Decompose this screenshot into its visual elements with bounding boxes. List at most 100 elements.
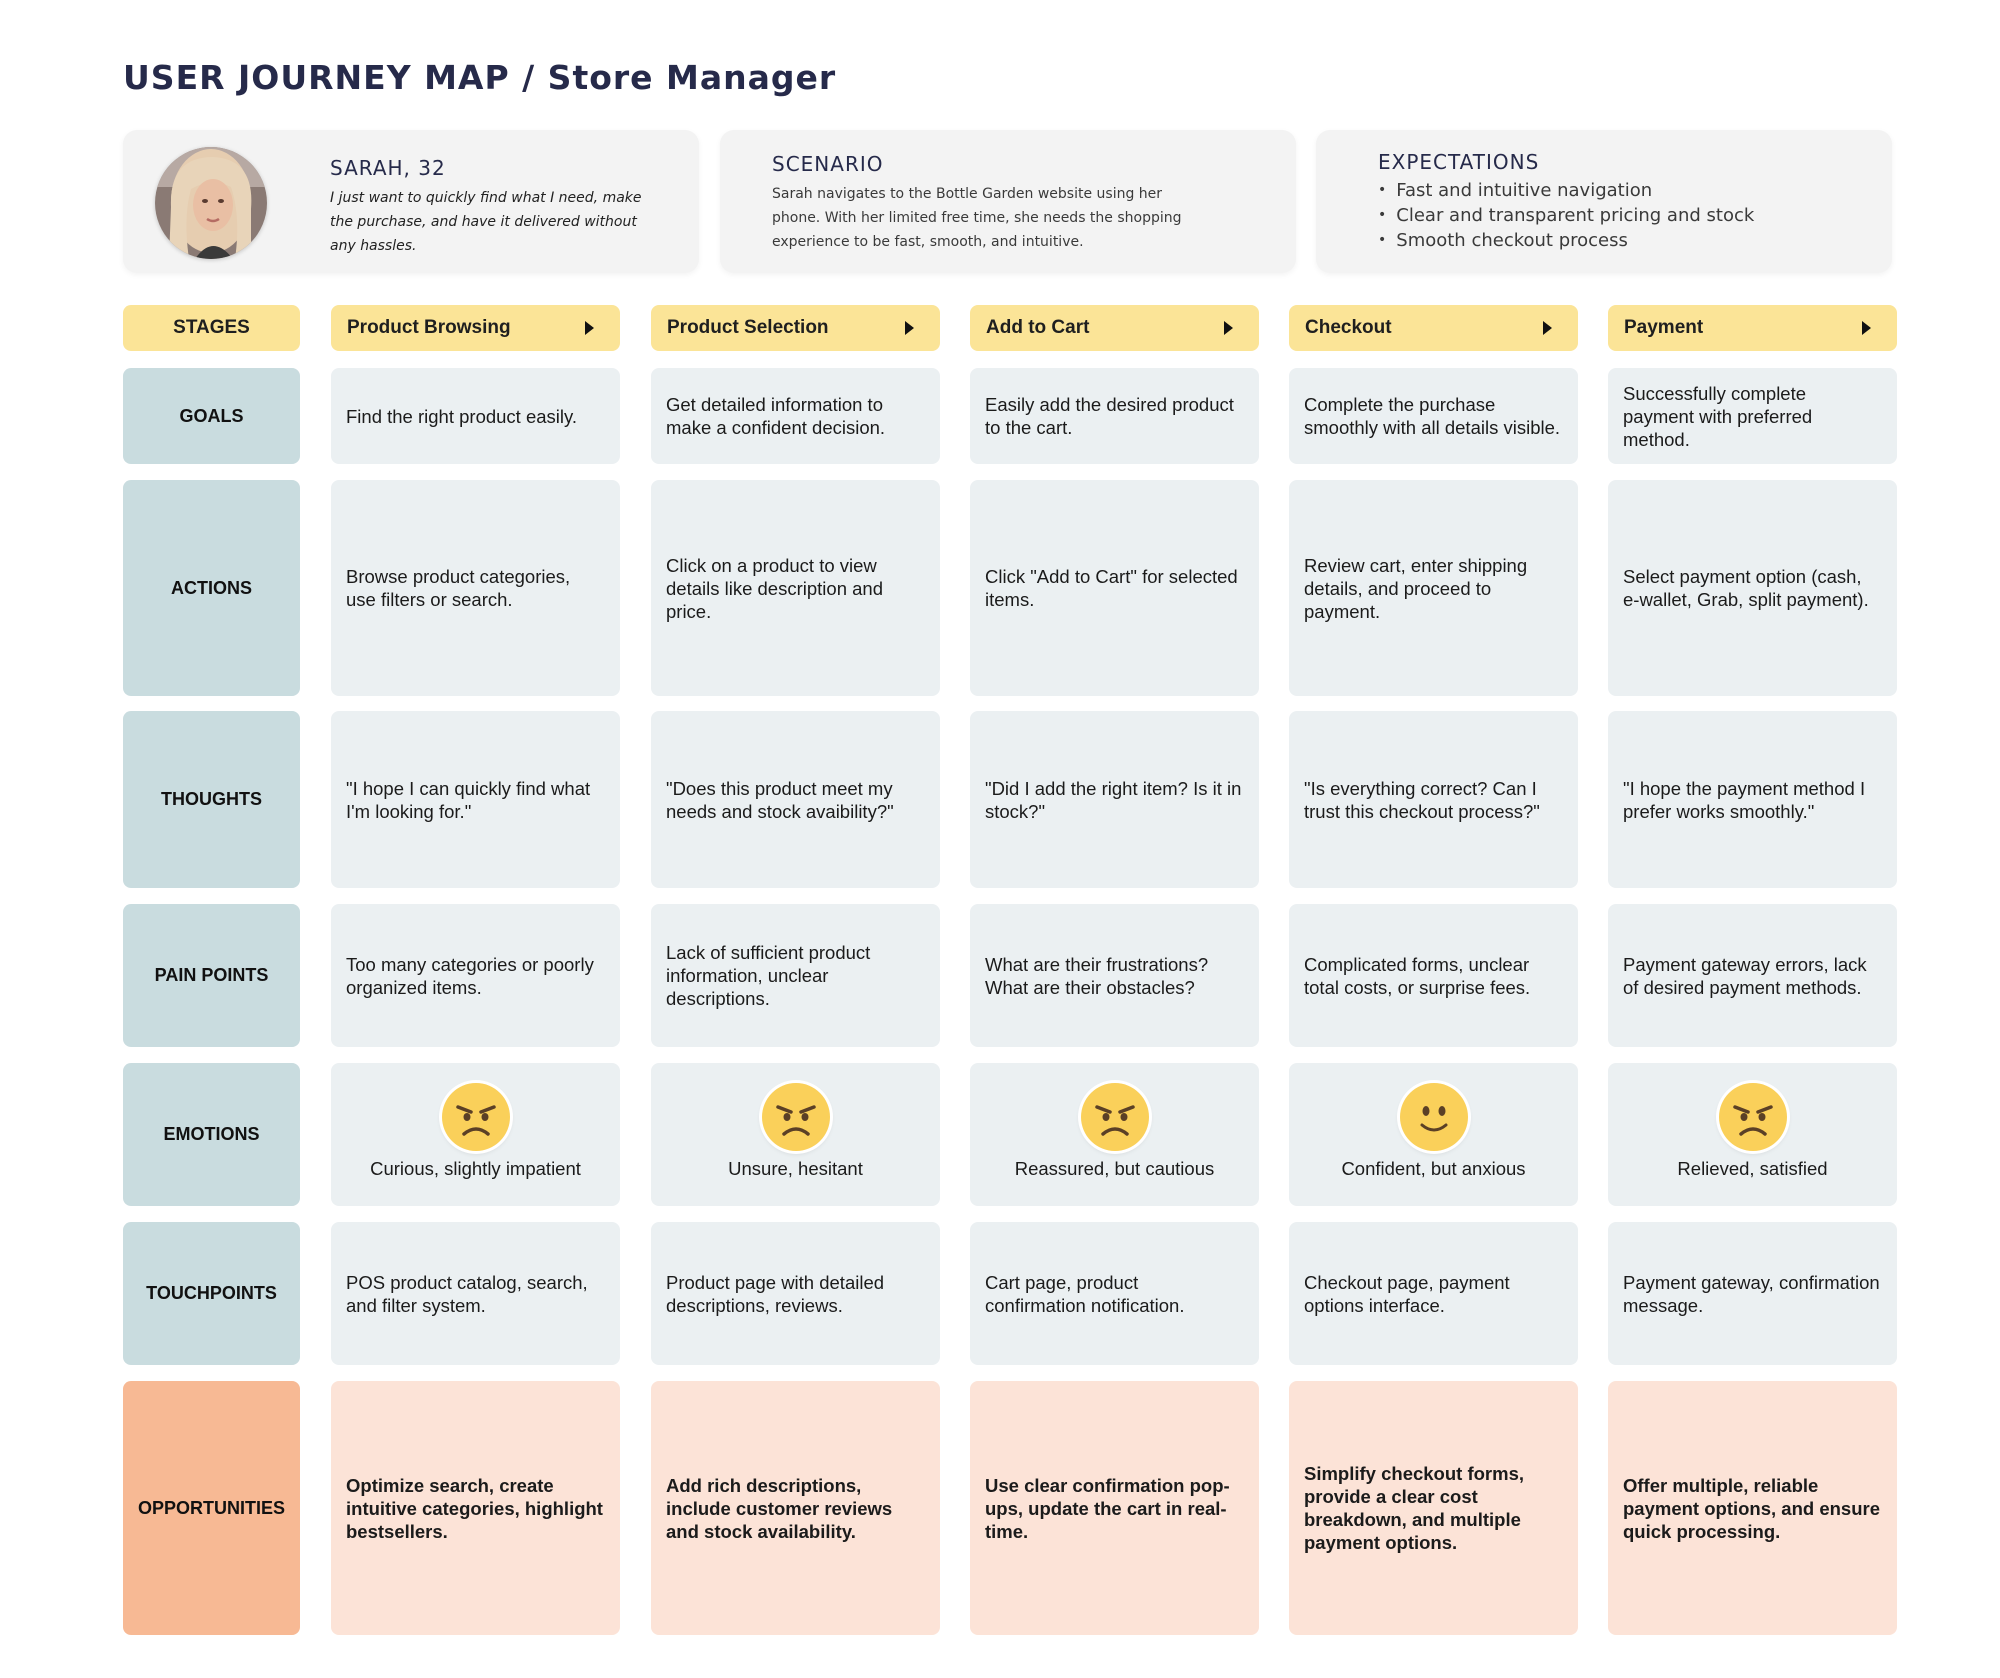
stage-label: Add to Cart — [986, 317, 1090, 338]
opportunities-cell: Optimize search, create intuitive catego… — [331, 1381, 620, 1635]
goals-cell: Get detailed information to make a confi… — [651, 368, 940, 464]
actions-cell: Select payment option (cash, e-wallet, G… — [1608, 480, 1897, 696]
actions-cell: Review cart, enter shipping details, and… — [1289, 480, 1578, 696]
touchpoints-cell: Checkout page, payment options interface… — [1289, 1222, 1578, 1365]
stages-label: STAGES — [123, 305, 300, 351]
opportunities-cell: Simplify checkout forms, provide a clear… — [1289, 1381, 1578, 1635]
thoughts-cell: "Did I add the right item? Is it in stoc… — [970, 711, 1259, 888]
row-label-opportunities: OPPORTUNITIES — [123, 1381, 300, 1635]
play-arrow-icon[interactable] — [1224, 321, 1233, 335]
pain-points-cell: Payment gateway errors, lack of desired … — [1608, 904, 1897, 1047]
emotion-cell: Confident, but anxious — [1289, 1063, 1578, 1206]
touchpoints-text: POS product catalog, search, and filter … — [346, 1271, 588, 1316]
row-label-goals: GOALS — [123, 368, 300, 464]
actions-cell: Click on a product to view details like … — [651, 480, 940, 696]
touchpoints-text: Product page with detailed descriptions,… — [666, 1271, 885, 1316]
stage-label: Payment — [1624, 317, 1704, 338]
slightly-smiling-face-icon — [1399, 1083, 1468, 1151]
emotion-label: Unsure, hesitant — [728, 1158, 863, 1179]
pain-points-text: Complicated forms, unclear total costs, … — [1304, 953, 1531, 998]
thoughts-cell: "Is everything correct? Can I trust this… — [1289, 711, 1578, 888]
stage-label: Product Browsing — [347, 317, 511, 338]
touchpoints-text: Cart page, product confirmation notifica… — [985, 1271, 1185, 1316]
goals-cell: Easily add the desired product to the ca… — [970, 368, 1259, 464]
actions-text: Browse product categories, use filters o… — [346, 566, 571, 610]
expectations-card: EXPECTATIONS Fast and intuitive navigati… — [1316, 130, 1892, 273]
stage-add-to-cart[interactable]: Add to Cart — [970, 305, 1259, 351]
scenario-card: SCENARIO Sarah navigates to the Bottle G… — [720, 130, 1296, 273]
goals-cell: Complete the purchase smoothly with all … — [1289, 368, 1578, 464]
opportunities-cell: Use clear confirmation pop-ups, update t… — [970, 1381, 1259, 1635]
touchpoints-cell: Product page with detailed descriptions,… — [651, 1222, 940, 1365]
angry-face-icon — [441, 1083, 510, 1151]
pain-points-cell: Too many categories or poorly organized … — [331, 904, 620, 1047]
emotion-cell: Unsure, hesitant — [651, 1063, 940, 1206]
thoughts-text: "Does this product meet my needs and sto… — [666, 777, 894, 822]
play-arrow-icon[interactable] — [1862, 321, 1871, 335]
stage-payment[interactable]: Payment — [1608, 305, 1897, 351]
emotion-label: Confident, but anxious — [1341, 1158, 1526, 1179]
pain-points-text: Lack of sufficient product information, … — [666, 942, 871, 1009]
avatar — [155, 147, 267, 259]
pain-points-text: Too many categories or poorly organized … — [346, 953, 594, 998]
emotion-cell: Curious, slightly impatient — [331, 1063, 620, 1206]
pain-points-cell: Complicated forms, unclear total costs, … — [1289, 904, 1578, 1047]
pain-points-text: What are their frustrations? What are th… — [985, 953, 1209, 998]
play-arrow-icon[interactable] — [585, 321, 594, 335]
thoughts-text: "I hope the payment method I prefer work… — [1623, 777, 1866, 822]
expectations-heading: EXPECTATIONS — [1378, 150, 1540, 174]
opportunities-text: Add rich descriptions, include customer … — [666, 1474, 893, 1542]
stage-product-selection[interactable]: Product Selection — [651, 305, 940, 351]
goals-text: Successfully complete payment with prefe… — [1623, 382, 1813, 450]
row-label-touchpoints: TOUCHPOINTS — [123, 1222, 300, 1365]
stage-checkout[interactable]: Checkout — [1289, 305, 1578, 351]
scenario-text: Sarah navigates to the Bottle Garden web… — [772, 186, 1182, 250]
opportunities-cell: Add rich descriptions, include customer … — [651, 1381, 940, 1635]
opportunities-text: Optimize search, create intuitive catego… — [346, 1474, 603, 1542]
touchpoints-text: Checkout page, payment options interface… — [1304, 1271, 1510, 1316]
touchpoints-text: Payment gateway, confirmation message. — [1623, 1271, 1880, 1316]
page-title: USER JOURNEY MAP / Store Manager — [123, 58, 837, 97]
expectations-list: Fast and intuitive navigation Clear and … — [1378, 178, 1754, 253]
angry-face-icon — [1718, 1083, 1787, 1151]
touchpoints-cell: POS product catalog, search, and filter … — [331, 1222, 620, 1365]
angry-face-icon — [761, 1083, 830, 1151]
scenario-heading: SCENARIO — [772, 152, 884, 176]
persona-name: SARAH, 32 — [330, 156, 446, 180]
thoughts-cell: "I hope the payment method I prefer work… — [1608, 711, 1897, 888]
emotion-label: Reassured, but cautious — [1014, 1158, 1215, 1179]
actions-cell: Click "Add to Cart" for selected items. — [970, 480, 1259, 696]
stage-label: Product Selection — [667, 317, 829, 338]
emotion-label: Curious, slightly impatient — [370, 1158, 581, 1179]
row-label-thoughts: THOUGHTS — [123, 711, 300, 888]
thoughts-cell: "Does this product meet my needs and sto… — [651, 711, 940, 888]
expectation-item: Smooth checkout process — [1378, 228, 1754, 253]
opportunities-text: Offer multiple, reliable payment options… — [1623, 1474, 1880, 1542]
emotion-cell: Reassured, but cautious — [970, 1063, 1259, 1206]
actions-text: Select payment option (cash, e-wallet, G… — [1623, 566, 1869, 610]
goals-cell: Successfully complete payment with prefe… — [1608, 368, 1897, 464]
emotion-cell: Relieved, satisfied — [1608, 1063, 1897, 1206]
thoughts-text: "Did I add the right item? Is it in stoc… — [985, 777, 1242, 822]
actions-text: Click on a product to view details like … — [666, 554, 883, 622]
play-arrow-icon[interactable] — [905, 321, 914, 335]
goals-cell: Find the right product easily. — [331, 368, 620, 464]
actions-text: Click "Add to Cart" for selected items. — [985, 566, 1238, 610]
thoughts-cell: "I hope I can quickly find what I'm look… — [331, 711, 620, 888]
play-arrow-icon[interactable] — [1543, 321, 1552, 335]
stage-product-browsing[interactable]: Product Browsing — [331, 305, 620, 351]
goals-text: Easily add the desired product to the ca… — [985, 394, 1234, 438]
emotion-label: Relieved, satisfied — [1677, 1158, 1828, 1179]
actions-cell: Browse product categories, use filters o… — [331, 480, 620, 696]
persona-card: SARAH, 32 I just want to quickly find wh… — [123, 130, 699, 273]
opportunities-text: Simplify checkout forms, provide a clear… — [1304, 1463, 1524, 1553]
touchpoints-cell: Payment gateway, confirmation message. — [1608, 1222, 1897, 1365]
pain-points-cell: Lack of sufficient product information, … — [651, 904, 940, 1047]
thoughts-text: "I hope I can quickly find what I'm look… — [346, 777, 591, 822]
expectation-item: Fast and intuitive navigation — [1378, 178, 1754, 203]
row-label-actions: ACTIONS — [123, 480, 300, 696]
goals-text: Find the right product easily. — [346, 405, 578, 427]
thoughts-text: "Is everything correct? Can I trust this… — [1304, 777, 1540, 822]
opportunities-cell: Offer multiple, reliable payment options… — [1608, 1381, 1897, 1635]
pain-points-text: Payment gateway errors, lack of desired … — [1623, 953, 1867, 998]
